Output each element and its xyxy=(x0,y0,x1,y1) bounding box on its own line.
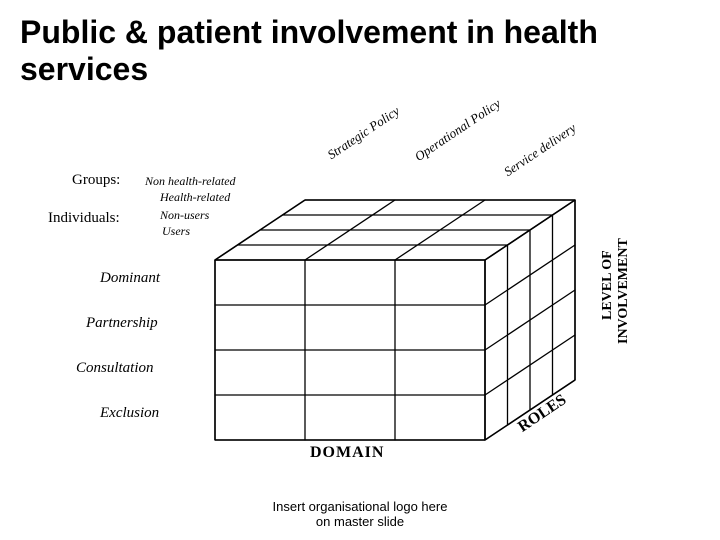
axis-domain: DOMAIN xyxy=(310,444,384,462)
front-row-0: Dominant xyxy=(100,270,160,287)
individuals-label: Individuals: xyxy=(48,210,120,227)
footer-line2: on master slide xyxy=(0,514,720,530)
group-row-1: Health-related xyxy=(160,190,230,205)
group-row-3: Users xyxy=(162,224,190,239)
axis-level-2: INVOLVEMENT xyxy=(616,238,632,344)
group-row-0: Non health-related xyxy=(145,174,236,189)
front-row-1: Partnership xyxy=(86,315,158,332)
cube-diagram: Groups: Individuals: Non health-related … xyxy=(0,120,720,490)
front-row-3: Exclusion xyxy=(100,405,159,422)
group-row-2: Non-users xyxy=(160,208,209,223)
groups-label: Groups: xyxy=(72,172,120,189)
axis-level-1: LEVEL OF xyxy=(600,250,616,320)
page-title: Public & patient involvement in health s… xyxy=(0,0,720,88)
front-row-2: Consultation xyxy=(76,360,154,377)
footer: Insert organisational logo here on maste… xyxy=(0,499,720,530)
footer-line1: Insert organisational logo here xyxy=(0,499,720,515)
